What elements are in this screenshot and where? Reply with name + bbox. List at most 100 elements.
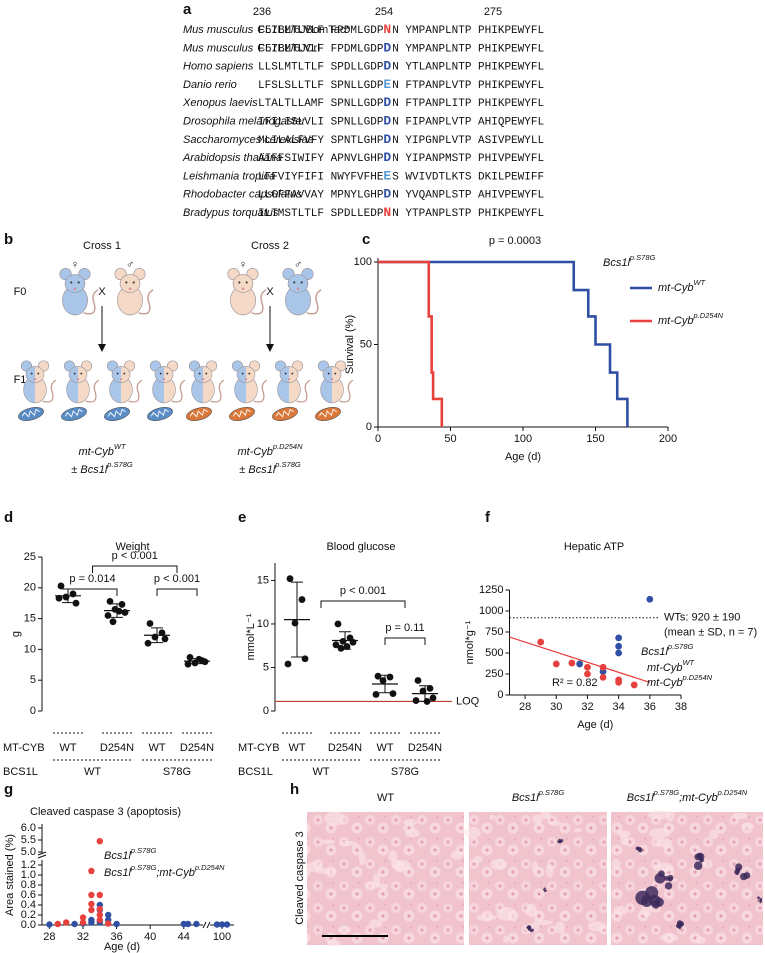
- species-name: Arabidopsis thaliana: [182, 152, 282, 164]
- species-label: Mus musculus C57BL/6JCrl: [183, 42, 320, 54]
- x-axis-label: Age (d): [104, 941, 140, 953]
- mouse-nose: [201, 378, 205, 381]
- species-label: Homo sapiens: [183, 61, 254, 73]
- y-tick-label: 5: [30, 674, 36, 686]
- data-point: [213, 921, 221, 928]
- mouse-head: [232, 274, 243, 293]
- stain-blob: [658, 870, 665, 878]
- data-point: [57, 582, 65, 590]
- mouse-body: [191, 376, 203, 404]
- category-label: S78G: [391, 766, 419, 778]
- strain-name: C57BL/6JBomTac*: [257, 24, 350, 36]
- mouse-tail: [128, 379, 143, 403]
- sequence-part: N YIPANPMSTP PHIVPEWYFL: [392, 153, 544, 165]
- sequence-part: FLILMTLVLF FPDMLGDP: [258, 43, 384, 55]
- tissue-texture: [337, 926, 352, 933]
- data-point: [88, 906, 95, 914]
- mouse-half: [203, 360, 218, 404]
- mouse-body: [277, 376, 289, 404]
- species-name: Homo sapiens: [183, 61, 254, 73]
- tissue-texture: [613, 905, 627, 916]
- species-label: Rhodobacter capsulatus: [183, 189, 302, 201]
- mouse-eye: [334, 372, 337, 375]
- species-label: Arabidopsis thaliana: [182, 152, 282, 164]
- data-point: [96, 891, 104, 899]
- sequence: FLILMTLVLF FPDMLGDPNN YMPANPLNTP PHIKPEW…: [258, 22, 544, 37]
- x-tick-label: 30: [550, 701, 562, 713]
- female-symbol: ♀: [71, 259, 79, 271]
- residue: D: [383, 187, 391, 202]
- mouse-eye: [159, 372, 162, 375]
- mouse-eye: [291, 372, 294, 375]
- sequence-part: N YIPGNPLVTP ASIVPEWYLL: [392, 135, 544, 147]
- data-point: [584, 670, 591, 678]
- legend-label-sup: WT: [693, 278, 706, 287]
- image-title-part: ;mt-Cyb: [679, 792, 718, 804]
- data-point: [46, 921, 53, 928]
- mouse-half: [63, 360, 78, 404]
- genotype-label-sup: p.S78G: [106, 460, 133, 469]
- tissue-texture: [476, 914, 497, 921]
- mouse-eye: [37, 372, 40, 375]
- data-point: [218, 921, 226, 928]
- x-tick-label: 150: [586, 433, 604, 445]
- y-axis-label: nmol*g⁻¹: [464, 620, 476, 664]
- data-point: [146, 620, 154, 627]
- tissue-texture: [364, 881, 382, 889]
- y-tick-label: 5: [263, 661, 269, 673]
- sequence: FLILMTLVLF FPDMLGDPDN YMPANPLNTP PHIKPEW…: [258, 41, 544, 56]
- mouse-head: [64, 274, 75, 293]
- data-point: [615, 634, 623, 642]
- legend-label-sup: p.S78G: [130, 863, 157, 872]
- data-point: [96, 916, 104, 924]
- data-point: [414, 677, 422, 684]
- species-name: Drosophila melanogaster: [183, 115, 307, 127]
- mouse-eye: [245, 281, 248, 284]
- y-axis-label: mmol*L⁻¹: [245, 613, 257, 660]
- position-label: 236: [253, 6, 271, 18]
- error-bar: [339, 631, 351, 650]
- data-point: [372, 691, 380, 698]
- mouse-nose: [287, 378, 291, 381]
- mouse-eye: [327, 372, 330, 375]
- mitochondrion: [272, 407, 298, 421]
- mouse-nose: [73, 287, 77, 291]
- mouse: [114, 267, 154, 316]
- mouse-half: [164, 360, 179, 404]
- legend-label-part: mt-Cyb: [658, 282, 693, 294]
- mouse-head: [332, 366, 342, 383]
- mouse-head: [203, 366, 213, 383]
- mouse: [188, 360, 225, 404]
- tissue-texture: [488, 814, 496, 820]
- legend-title-sup: p.S78G: [629, 253, 656, 262]
- mouse-nose: [76, 378, 80, 381]
- mouse-eye: [166, 372, 169, 375]
- y-tick-label: 25: [24, 551, 36, 563]
- mouse-nose: [241, 287, 245, 291]
- tissue-texture: [587, 921, 606, 932]
- sequence-part: N FIPANPLVTP AHIQPEWYFL: [392, 116, 544, 128]
- mito-outer: [186, 407, 212, 421]
- mouse-eye: [70, 281, 73, 284]
- y-tick-label: 5.0: [21, 846, 36, 858]
- bracket: [384, 637, 426, 645]
- row-label: MT-CYB: [3, 742, 45, 754]
- error-bar: [291, 581, 303, 658]
- data-point: [429, 694, 437, 702]
- data-point: [615, 679, 623, 686]
- y-tick-label: 0.2: [21, 909, 36, 921]
- mouse-head: [75, 274, 86, 293]
- mouse-nose: [244, 378, 248, 381]
- species-label: Leishmania tropica: [183, 170, 275, 182]
- error-bar: [191, 658, 203, 665]
- legend-title: Bcs1lp.S78G: [641, 642, 694, 657]
- tissue-texture: [531, 814, 543, 824]
- data-point: [88, 916, 95, 924]
- mouse-eye: [248, 372, 251, 375]
- mouse-tail: [85, 379, 100, 403]
- mouse-eye: [132, 281, 135, 284]
- species-name: Xenopus laevis: [182, 97, 258, 109]
- male-symbol: ♂: [126, 259, 134, 271]
- tissue-texture: [321, 839, 335, 845]
- mouse-body: [66, 376, 78, 404]
